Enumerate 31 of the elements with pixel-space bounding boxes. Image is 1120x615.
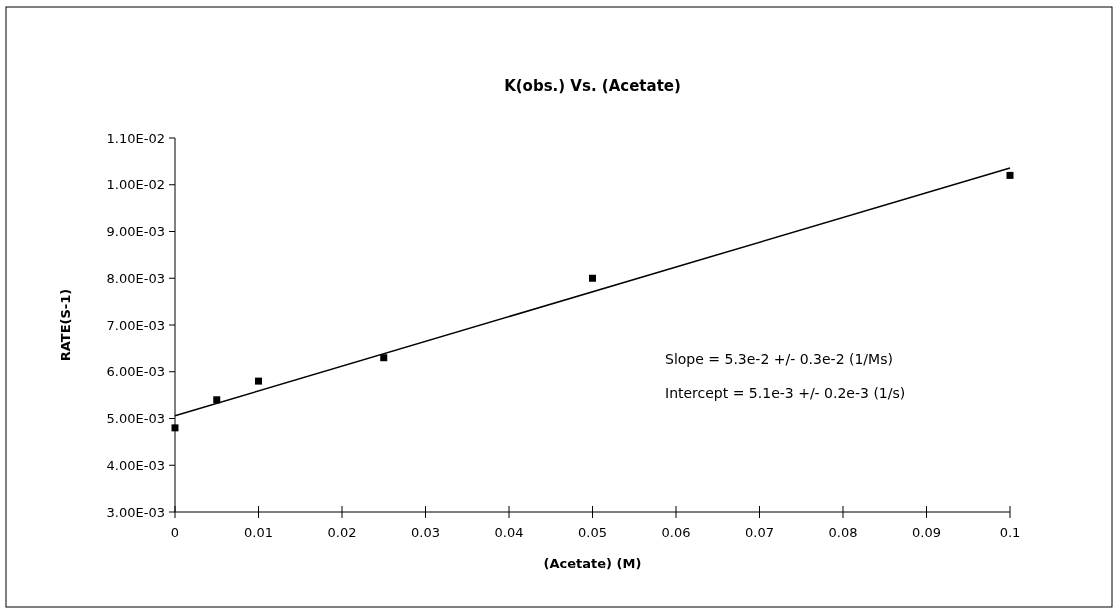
point: [380, 354, 388, 362]
annotation: Intercept = 5.1e-3 +/- 0.2e-3 (1/s): [665, 385, 906, 401]
x-tick-label: 0.05: [578, 525, 607, 540]
point: [255, 377, 262, 385]
x-tick-label: 0.04: [494, 525, 524, 540]
x-tick-label: 0.03: [411, 525, 440, 540]
y-tick-label: 6.00E-03: [106, 364, 165, 380]
y-tick-label: 1.10E-02: [106, 130, 165, 146]
x-axis-title: (Acetate) (M): [543, 556, 642, 571]
annotation: Slope = 5.3e-2 +/- 0.3e-2 (1/Ms): [665, 351, 893, 367]
point: [589, 274, 596, 282]
y-tick-label: 8.00E-03: [106, 270, 165, 286]
x-tick-label: 0.09: [912, 525, 941, 540]
y-tick-label: 1.00E-02: [106, 177, 165, 193]
y-tick-label: 9.00E-03: [106, 224, 165, 240]
x-tick-label: 0.06: [661, 525, 691, 540]
x-tick-label: 0.08: [828, 525, 858, 540]
y-tick-label: 7.00E-03: [106, 317, 165, 333]
y-tick-label: 4.00E-03: [106, 457, 165, 473]
x-tick-label: 0.02: [327, 525, 357, 540]
x-tick-label: 0: [170, 525, 180, 540]
y-tick-label: 3.00E-03: [106, 504, 165, 520]
x-tick-label: 0.1: [999, 525, 1021, 540]
point: [213, 396, 221, 404]
point: [171, 424, 179, 432]
x-tick-label: 0.07: [745, 525, 774, 540]
y-tick-label: 5.00E-03: [106, 411, 165, 427]
chart-title: K(obs.) Vs. (Acetate): [504, 77, 681, 95]
y-axis-title: RATE(S-1): [58, 288, 73, 362]
x-tick-label: 0.01: [244, 525, 273, 540]
point: [1006, 171, 1014, 179]
